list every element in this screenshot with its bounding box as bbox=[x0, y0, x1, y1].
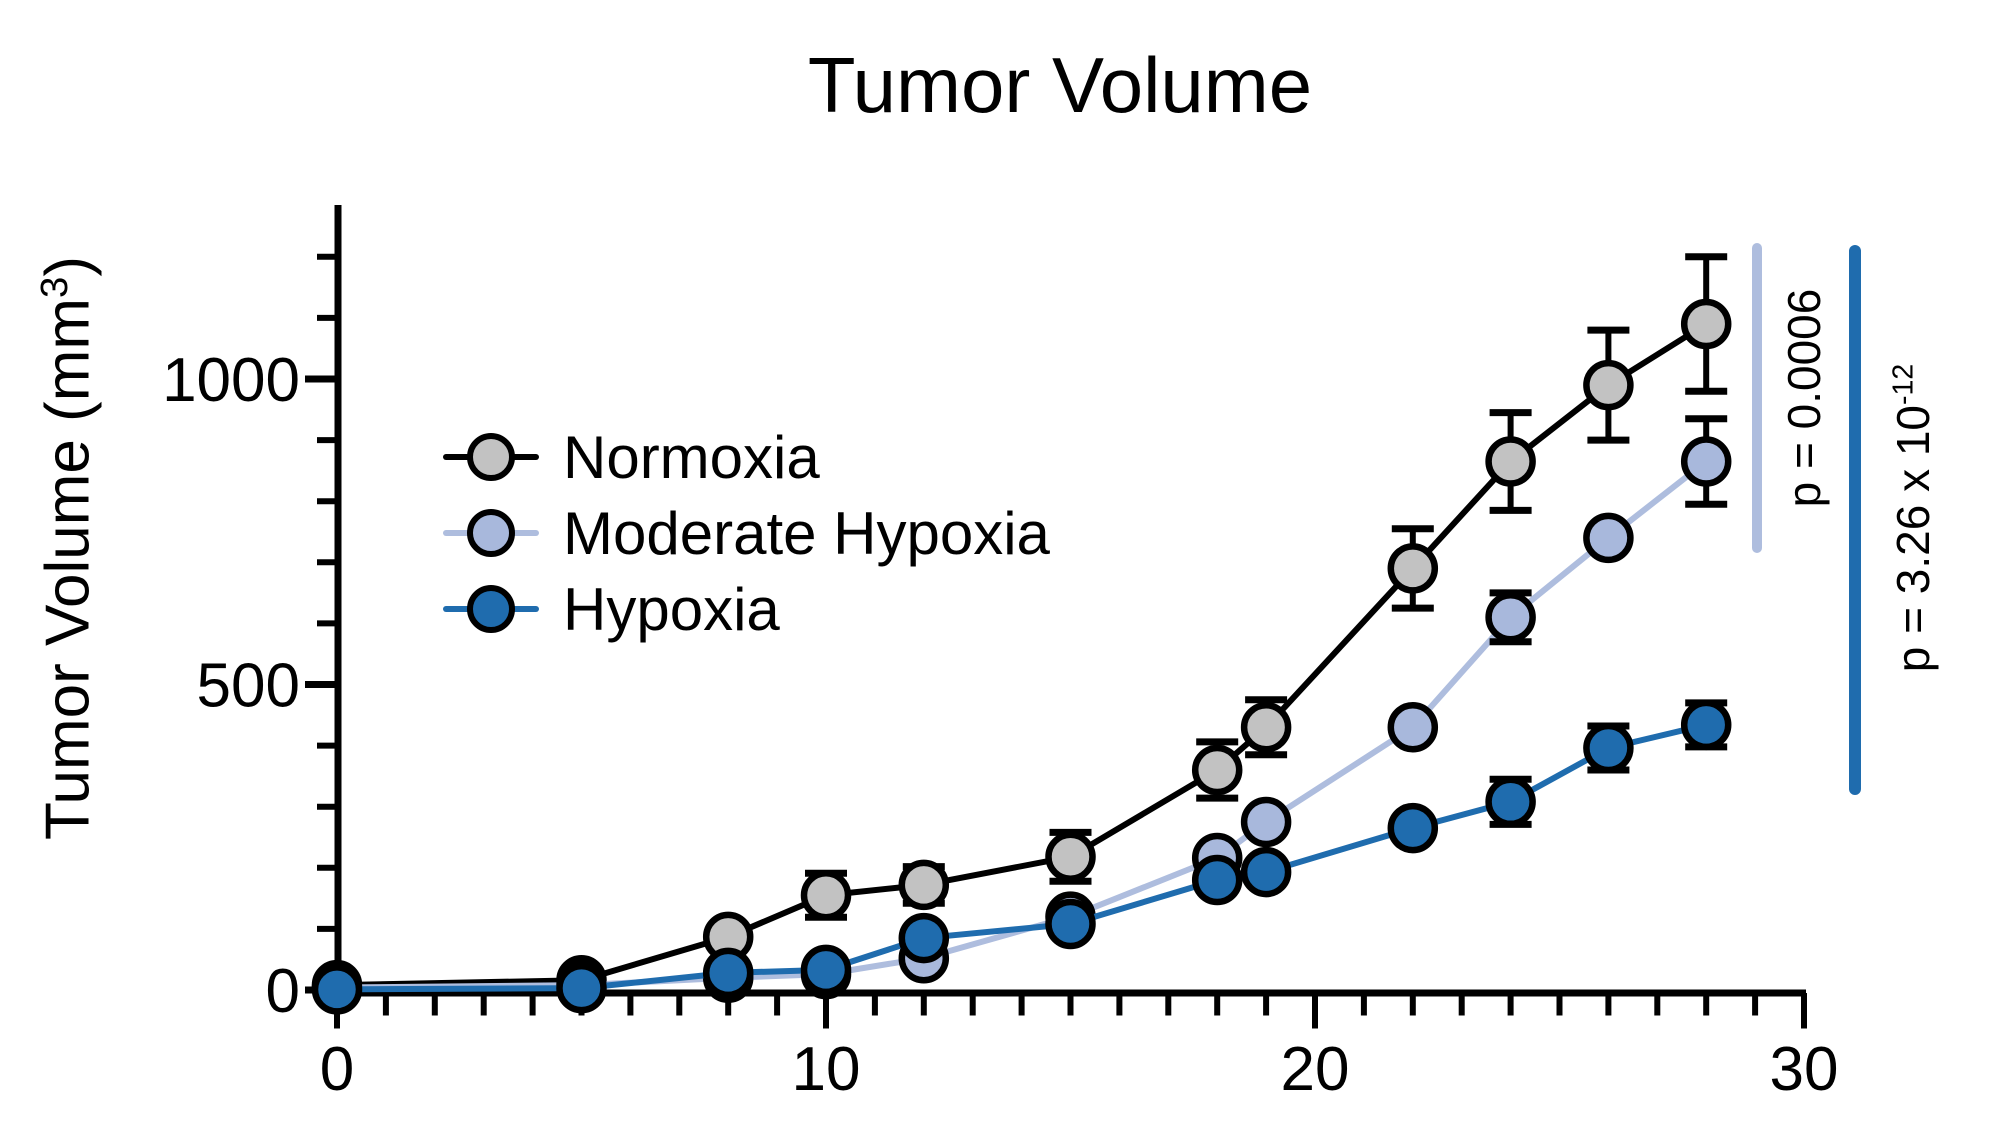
data-point-hypoxia bbox=[898, 912, 950, 964]
data-point-normoxia bbox=[1240, 702, 1292, 753]
chart-title: Tumor Volume bbox=[807, 41, 1313, 129]
data-point-normoxia bbox=[800, 870, 852, 921]
data-point-moderate-hypoxia bbox=[1583, 512, 1634, 564]
series-line-hypoxia bbox=[334, 721, 1710, 993]
y-tick-label: 500 bbox=[197, 652, 300, 721]
data-point-normoxia bbox=[1680, 298, 1732, 350]
data-point-moderate-hypoxia bbox=[1485, 592, 1536, 643]
x-tick-label: 30 bbox=[1770, 1035, 1839, 1104]
x-tick-label: 10 bbox=[792, 1035, 861, 1104]
data-point-hypoxia bbox=[702, 947, 754, 999]
data-point-moderate-hypoxia bbox=[1387, 702, 1439, 753]
data-point-hypoxia bbox=[1485, 776, 1536, 828]
data-point-normoxia bbox=[1485, 436, 1536, 487]
data-point-hypoxia bbox=[1680, 699, 1732, 751]
data-point-normoxia bbox=[1045, 831, 1096, 883]
hypoxia-dot-icon bbox=[467, 585, 515, 633]
y-axis-label-close: ) bbox=[33, 255, 103, 277]
data-point-hypoxia bbox=[1045, 898, 1096, 950]
data-point-hypoxia bbox=[1191, 854, 1243, 906]
data-point-hypoxia bbox=[311, 964, 363, 1015]
p-value-hypoxia: p = 3.26 x 10-12 bbox=[1886, 364, 1940, 672]
x-tick-label: 20 bbox=[1281, 1035, 1350, 1104]
normoxia-marker-icon bbox=[443, 433, 539, 481]
p-value-hypoxia-exp: -12 bbox=[1887, 363, 1920, 405]
y-axis-label-text: Tumor Volume (mm bbox=[33, 298, 103, 841]
y-axis-label-sup: 3 bbox=[32, 276, 76, 299]
data-point-hypoxia bbox=[1240, 846, 1292, 898]
p-value-hypoxia-text: p = 3.26 x 10 bbox=[1887, 404, 1939, 673]
p-value-moderate-text: p = 0.0006 bbox=[1778, 288, 1830, 508]
data-point-hypoxia bbox=[800, 944, 852, 996]
significance-bar-hypoxia bbox=[1849, 245, 1861, 795]
data-point-hypoxia bbox=[1387, 802, 1439, 854]
significance-bar-moderate bbox=[1752, 243, 1762, 553]
legend: Normoxia Moderate Hypoxia Hypoxia bbox=[443, 423, 1050, 643]
moderate-hypoxia-marker-icon bbox=[443, 509, 539, 557]
legend-label-hypoxia: Hypoxia bbox=[563, 575, 780, 643]
data-point-normoxia bbox=[1191, 744, 1243, 796]
data-point-moderate-hypoxia bbox=[1240, 796, 1292, 848]
moderate-hypoxia-dot-icon bbox=[467, 509, 515, 557]
data-point-hypoxia bbox=[556, 962, 607, 1014]
legend-label-moderate-hypoxia: Moderate Hypoxia bbox=[563, 499, 1050, 567]
legend-item-moderate-hypoxia: Moderate Hypoxia bbox=[443, 499, 1050, 567]
y-tick-label: 1000 bbox=[162, 346, 300, 415]
data-point-moderate-hypoxia bbox=[1680, 436, 1732, 487]
data-point-normoxia bbox=[1583, 359, 1634, 411]
hypoxia-marker-icon bbox=[443, 585, 539, 633]
x-tick-label: 0 bbox=[320, 1035, 354, 1104]
data-point-normoxia bbox=[898, 859, 950, 911]
legend-item-hypoxia: Hypoxia bbox=[443, 575, 1050, 643]
legend-label-normoxia: Normoxia bbox=[563, 423, 820, 491]
p-value-moderate: p = 0.0006 bbox=[1777, 289, 1831, 508]
normoxia-dot-icon bbox=[467, 433, 515, 481]
data-point-normoxia bbox=[1387, 543, 1439, 594]
data-point-hypoxia bbox=[1583, 722, 1634, 774]
y-axis-label: Tumor Volume (mm3) bbox=[33, 256, 104, 840]
y-tick-label: 0 bbox=[266, 957, 300, 1026]
legend-item-normoxia: Normoxia bbox=[443, 423, 1050, 491]
